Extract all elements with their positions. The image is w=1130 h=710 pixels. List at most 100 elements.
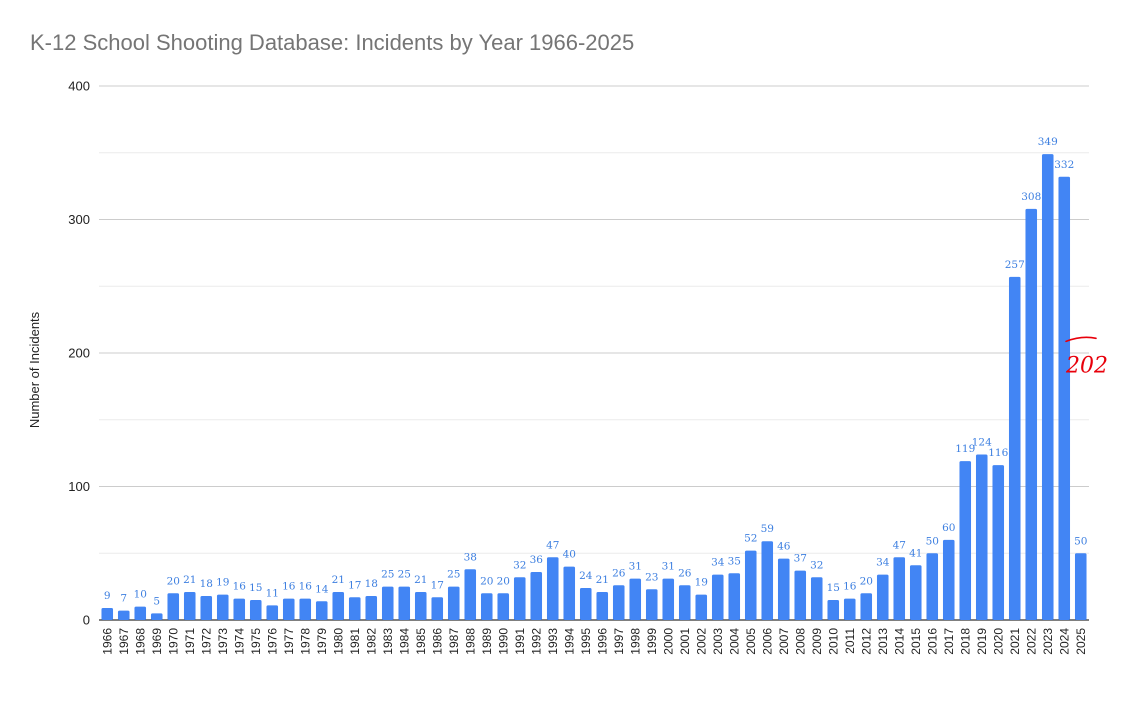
data-label: 59 <box>761 523 774 535</box>
data-label: 20 <box>480 575 493 587</box>
x-tick-label: 2008 <box>793 628 807 655</box>
bar <box>827 599 840 620</box>
bar <box>596 591 609 620</box>
x-tick-label: 1969 <box>150 628 164 655</box>
data-label: 38 <box>464 551 477 563</box>
data-label: 35 <box>728 555 741 567</box>
bar <box>332 591 345 620</box>
x-tick-label: 1971 <box>183 628 197 655</box>
x-tick-label: 2011 <box>843 628 857 654</box>
bar <box>744 550 757 620</box>
x-tick-label: 2023 <box>1041 628 1055 655</box>
x-tick-label: 1998 <box>628 628 642 655</box>
bar <box>216 594 229 620</box>
bar <box>728 573 741 620</box>
x-tick-label: 1988 <box>463 628 477 655</box>
x-tick-label: 1997 <box>612 628 626 655</box>
x-tick-label: 2020 <box>991 628 1005 655</box>
x-tick-label: 1996 <box>595 628 609 655</box>
data-label: 257 <box>1005 259 1025 271</box>
annotation-stroke <box>1065 336 1097 343</box>
data-label: 34 <box>711 557 725 569</box>
x-tick-label: 1983 <box>381 628 395 655</box>
bar <box>612 585 625 620</box>
x-tick-label: 1977 <box>282 628 296 655</box>
x-tick-label: 1974 <box>232 628 246 655</box>
bar <box>926 553 939 620</box>
bar <box>662 578 675 620</box>
x-tick-label: 2005 <box>744 628 758 655</box>
x-tick-label: 2021 <box>1008 628 1022 655</box>
x-tick-label: 1968 <box>133 628 147 655</box>
x-tick-label: 1995 <box>579 628 593 655</box>
x-tick-label: 2010 <box>826 628 840 655</box>
bar <box>843 598 856 620</box>
bar <box>414 591 427 620</box>
y-tick-label: 100 <box>68 479 90 494</box>
x-tick-label: 1984 <box>397 628 411 655</box>
bar <box>1025 208 1038 620</box>
x-tick-label: 1986 <box>430 628 444 655</box>
x-tick-label: 1973 <box>216 628 230 655</box>
bar <box>629 578 642 620</box>
x-tick-label: 2022 <box>1024 628 1038 655</box>
x-tick-label: 2000 <box>661 628 675 655</box>
bar <box>959 461 972 620</box>
bar <box>480 593 493 620</box>
x-tick-label: 1976 <box>265 628 279 655</box>
y-tick-label: 0 <box>83 613 90 628</box>
x-tick-label: 1999 <box>645 628 659 655</box>
data-label: 308 <box>1021 191 1041 203</box>
data-label: 17 <box>348 579 361 591</box>
x-tick-label: 2001 <box>678 628 692 655</box>
data-label: 21 <box>332 574 345 586</box>
data-label: 32 <box>810 559 823 571</box>
bar <box>761 541 774 620</box>
data-label: 19 <box>695 577 708 589</box>
x-tick-label: 1982 <box>364 628 378 655</box>
bar <box>299 598 312 620</box>
bars <box>101 154 1087 620</box>
data-label: 36 <box>530 554 544 566</box>
bar <box>167 593 180 620</box>
data-label: 18 <box>365 578 378 590</box>
data-label: 16 <box>843 581 857 593</box>
bar <box>860 593 873 620</box>
bar <box>1008 276 1021 620</box>
data-label: 40 <box>563 549 576 561</box>
x-tick-label: 2019 <box>975 628 989 655</box>
data-label: 16 <box>299 581 313 593</box>
bar <box>117 610 130 620</box>
bar <box>1041 154 1054 620</box>
x-tick-label: 1992 <box>529 628 543 655</box>
bar <box>348 597 361 620</box>
x-tick-label: 1993 <box>546 628 560 655</box>
x-tick-label: 1981 <box>348 628 362 655</box>
x-tick-label: 2025 <box>1074 628 1088 655</box>
data-label: 31 <box>662 561 675 573</box>
bar <box>711 574 724 620</box>
x-tick-label: 1991 <box>513 628 527 655</box>
data-label: 24 <box>579 570 593 582</box>
gridlines <box>99 85 1089 621</box>
data-label: 47 <box>546 539 559 551</box>
data-label: 124 <box>972 436 992 448</box>
data-label: 116 <box>988 447 1008 459</box>
data-label: 25 <box>381 569 394 581</box>
bar <box>645 589 658 620</box>
data-label: 26 <box>678 567 692 579</box>
data-label: 18 <box>200 578 213 590</box>
data-label: 21 <box>414 574 427 586</box>
bar <box>876 574 889 620</box>
x-tick-label: 2018 <box>958 628 972 655</box>
data-label: 50 <box>926 535 939 547</box>
data-label: 37 <box>794 553 807 565</box>
x-tick-label: 2002 <box>694 628 708 655</box>
x-tick-label: 1985 <box>414 628 428 655</box>
bar <box>266 605 279 620</box>
bar <box>810 577 823 620</box>
annotation-text: 202 <box>1065 353 1108 378</box>
x-tick-label: 2012 <box>859 628 873 655</box>
y-tick-label: 200 <box>68 346 90 361</box>
